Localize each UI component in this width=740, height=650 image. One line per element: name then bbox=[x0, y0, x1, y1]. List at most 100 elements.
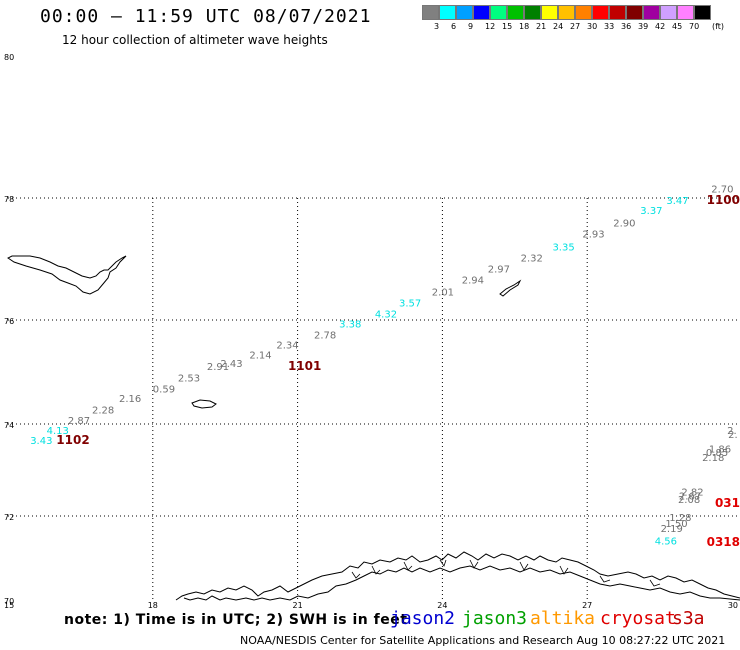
longitude-label: 15 bbox=[4, 601, 14, 610]
color-bin-swatch bbox=[626, 5, 643, 20]
satellite-jason3-label: jason3 bbox=[462, 608, 528, 629]
wave-height-value: 2.70 bbox=[711, 184, 733, 195]
color-bin-label: 39 bbox=[638, 22, 649, 31]
wave-height-value: 2.32 bbox=[521, 253, 543, 264]
color-bin-swatch bbox=[507, 5, 524, 20]
color-bin-swatch bbox=[660, 5, 677, 20]
color-bin-swatch bbox=[439, 5, 456, 20]
latitude-label: 70 bbox=[4, 597, 14, 606]
color-bin-label: 45 bbox=[672, 22, 683, 31]
wave-height-value: 2.93 bbox=[582, 230, 604, 241]
track-id-label: 1100 bbox=[707, 193, 740, 207]
svalbard-coastline bbox=[7, 255, 127, 295]
color-bin-swatch bbox=[422, 5, 439, 20]
wave-height-value: 2.90 bbox=[613, 219, 635, 230]
color-bin-label: 33 bbox=[604, 22, 615, 31]
wave-height-value: 4.32 bbox=[375, 310, 397, 321]
color-bin-label: 70 bbox=[689, 22, 700, 31]
wave-height-value: 1.28 bbox=[669, 513, 691, 524]
wave-height-value: 2.53 bbox=[178, 373, 200, 384]
longitude-labels: 15 18 21 24 27 30 bbox=[4, 601, 738, 610]
norway-islands bbox=[183, 565, 740, 601]
color-bin-label: 15 bbox=[502, 22, 513, 31]
latitude-label: 80 bbox=[4, 53, 14, 62]
wave-height-value: 0.59 bbox=[153, 384, 175, 395]
wave-height-value: 2.78 bbox=[314, 331, 336, 342]
color-bin-swatch bbox=[473, 5, 490, 20]
wave-height-value: 2.01 bbox=[432, 288, 454, 299]
wave-height-value: 3.57 bbox=[399, 299, 421, 310]
color-bin-label: 21 bbox=[536, 22, 547, 31]
track-id-labels: 1102 1101 1100 031 0318 bbox=[56, 193, 740, 549]
color-bin-label: 18 bbox=[519, 22, 530, 31]
wave-height-value: 0.85 bbox=[706, 448, 728, 459]
wave-height-value: 2.18 bbox=[702, 453, 724, 464]
color-scale-legend bbox=[422, 5, 711, 21]
color-bin-label: 27 bbox=[570, 22, 581, 31]
bear-island-outline bbox=[191, 399, 217, 409]
wave-height-value: 4.56 bbox=[655, 537, 677, 548]
color-bin-label: 12 bbox=[485, 22, 496, 31]
wave-height-value: 2.97 bbox=[488, 264, 510, 275]
longitude-label: 21 bbox=[293, 601, 303, 610]
latitude-label: 78 bbox=[4, 195, 14, 204]
color-scale-unit: (ft) bbox=[712, 22, 725, 31]
wave-height-value: 2.67 bbox=[679, 491, 701, 502]
wave-height-value: 1.86 bbox=[709, 445, 731, 456]
color-bin-swatch bbox=[575, 5, 592, 20]
map-subtitle: 12 hour collection of altimeter wave hei… bbox=[62, 33, 328, 47]
longitude-label: 24 bbox=[437, 601, 447, 610]
wave-height-value: 3.35 bbox=[552, 242, 574, 253]
wave-height-value: 2.82 bbox=[681, 487, 703, 498]
satellite-s3a-label: s3a bbox=[672, 608, 705, 629]
color-bin-label: 9 bbox=[468, 22, 474, 31]
satellite-altika-label: altika bbox=[530, 608, 596, 629]
color-bin-label: 42 bbox=[655, 22, 666, 31]
graticule bbox=[8, 197, 740, 600]
wave-height-value: 2.19 bbox=[661, 524, 683, 535]
wave-height-value: 2. bbox=[727, 426, 737, 437]
color-bin-label: 36 bbox=[621, 22, 632, 31]
longitude-label: 30 bbox=[728, 601, 738, 610]
latitude-label: 76 bbox=[4, 317, 14, 326]
color-bin-swatch bbox=[524, 5, 541, 20]
wave-height-value: 2.87 bbox=[68, 416, 90, 427]
satellite-jason2-label: jason2 bbox=[390, 608, 456, 629]
track-id-label: 1101 bbox=[288, 359, 321, 373]
hopen-island-outline bbox=[499, 279, 522, 297]
norway-coastline bbox=[175, 551, 740, 601]
footer-credit: NOAA/NESDIS Center for Satellite Applica… bbox=[240, 634, 726, 647]
wave-height-value: 2. bbox=[728, 430, 738, 441]
wave-height-value: 3.37 bbox=[640, 206, 662, 217]
latitude-label: 74 bbox=[4, 421, 14, 430]
wave-height-value: 2.08 bbox=[678, 495, 700, 506]
color-bin-swatch bbox=[541, 5, 558, 20]
latitude-label: 72 bbox=[4, 513, 14, 522]
wave-height-value: 2.43 bbox=[220, 359, 242, 370]
satellite-cryosat-label: cryosat bbox=[600, 608, 676, 629]
map-title: 00:00 – 11:59 UTC 08/07/2021 bbox=[40, 6, 372, 27]
norway-fjords bbox=[351, 559, 661, 587]
track-id-label: 031 bbox=[715, 496, 740, 510]
wave-height-value: 2.34 bbox=[276, 341, 298, 352]
color-bin-label: 24 bbox=[553, 22, 564, 31]
observation-labels: 3.434.132.872.28 2.16 0.592.53 2.912.43 2.14… bbox=[30, 184, 737, 547]
longitude-label: 27 bbox=[582, 601, 592, 610]
color-bin-swatch bbox=[592, 5, 609, 20]
track-id-label: 1102 bbox=[56, 433, 89, 447]
color-bin-swatch bbox=[456, 5, 473, 20]
color-bin-label: 6 bbox=[451, 22, 457, 31]
latitude-labels: 80 78 76 74 72 70 bbox=[4, 53, 14, 606]
wave-height-value: 1.50 bbox=[665, 519, 687, 530]
wave-height-value: 3.43 bbox=[30, 436, 52, 447]
wave-height-value: 3.38 bbox=[339, 319, 361, 330]
wave-height-value: 2.28 bbox=[92, 406, 114, 417]
color-bin-swatch bbox=[643, 5, 660, 20]
wave-height-value: 3.47 bbox=[666, 196, 688, 207]
color-bin-swatch bbox=[558, 5, 575, 20]
color-bin-swatch bbox=[609, 5, 626, 20]
color-bin-swatch bbox=[677, 5, 694, 20]
wave-height-value: 2.94 bbox=[462, 275, 484, 286]
